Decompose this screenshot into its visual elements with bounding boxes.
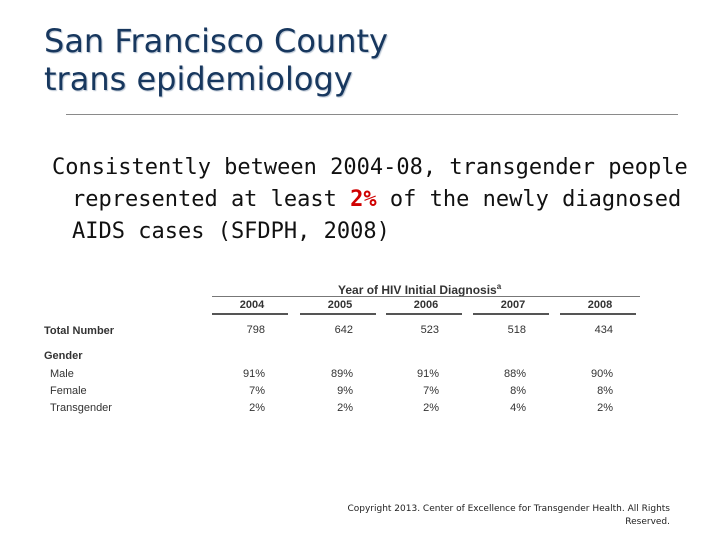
cell-female-2006: 7% xyxy=(423,385,439,397)
year-header-2007: 2007 xyxy=(500,299,526,311)
column-rule-2005 xyxy=(300,313,376,315)
cell-transgender-2005: 2% xyxy=(337,402,353,414)
table-title-footnote-mark: a xyxy=(496,282,502,291)
highlight-percentage: 2% xyxy=(350,187,377,212)
body-text-after: of the newly diagnosed AIDS cases (SFDPH… xyxy=(72,187,682,244)
cell-female-2008: 8% xyxy=(597,385,613,397)
copyright-notice: Copyright 2013. Center of Excellence for… xyxy=(347,504,670,527)
year-header-2004: 2004 xyxy=(239,299,265,311)
body-paragraph: Consistently between 2004-08, transgende… xyxy=(52,152,712,248)
cell-male-2007: 88% xyxy=(503,368,526,380)
title-divider xyxy=(66,114,678,115)
year-header-2008: 2008 xyxy=(587,299,613,311)
column-rule-2004 xyxy=(212,313,288,315)
cell-transgender-2004: 2% xyxy=(249,402,265,414)
year-header-2006: 2006 xyxy=(413,299,439,311)
table-title-text: Year of HIV Initial Diagnosis xyxy=(338,283,497,297)
cell-transgender-2008: 2% xyxy=(597,402,613,414)
cell-male-2005: 89% xyxy=(330,368,353,380)
column-rule-2007 xyxy=(473,313,549,315)
column-rule-2006 xyxy=(386,313,462,315)
cell-total-2007: 518 xyxy=(507,324,526,336)
year-header-2005: 2005 xyxy=(327,299,353,311)
cell-female-2007: 8% xyxy=(510,385,526,397)
cell-female-2005: 9% xyxy=(337,385,353,397)
row-label-total-number: Total Number xyxy=(44,325,115,337)
row-label-male: Male xyxy=(50,368,74,380)
table-title: Year of HIV Initial Diagnosisa xyxy=(338,282,501,297)
cell-total-2005: 642 xyxy=(334,324,353,336)
hiv-diagnosis-table: Year of HIV Initial Diagnosisa 2004 2005… xyxy=(40,280,680,420)
title-line-1: San Francisco County xyxy=(44,22,388,60)
row-label-female: Female xyxy=(50,385,87,397)
column-rule-2008 xyxy=(560,313,636,315)
cell-transgender-2006: 2% xyxy=(423,402,439,414)
cell-total-2006: 523 xyxy=(420,324,439,336)
cell-total-2008: 434 xyxy=(594,324,613,336)
cell-male-2004: 91% xyxy=(242,368,265,380)
cell-female-2004: 7% xyxy=(249,385,265,397)
row-label-transgender: Transgender xyxy=(50,402,112,414)
slide-title: San Francisco County trans epidemiology xyxy=(44,22,388,98)
body-text-before: Consistently between 2004-08, transgende… xyxy=(52,155,688,212)
cell-male-2006: 91% xyxy=(416,368,439,380)
row-label-gender: Gender xyxy=(44,350,83,362)
title-line-2: trans epidemiology xyxy=(44,60,353,98)
table-header-rule xyxy=(212,296,640,297)
cell-male-2008: 90% xyxy=(590,368,613,380)
cell-total-2004: 798 xyxy=(246,324,265,336)
cell-transgender-2007: 4% xyxy=(510,402,526,414)
